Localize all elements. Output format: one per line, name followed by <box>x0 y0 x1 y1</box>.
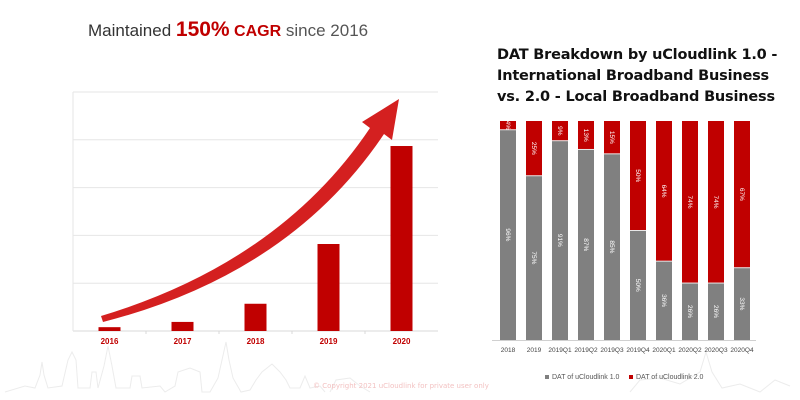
bar-segment-1.0-2019Q1 <box>552 140 568 340</box>
x-tick-label-2018: 2018 <box>501 347 516 354</box>
bar-2019 <box>317 244 340 331</box>
data-label-2.0-2019Q2: 13% <box>582 129 589 142</box>
data-label-2.0-2018: 4% <box>504 121 511 131</box>
growth-arrow-icon <box>101 99 399 322</box>
growth-bar-chart: 2016 2017 2018 2019 2020 <box>72 91 438 346</box>
bar-segment-2.0-2020Q3 <box>708 121 724 284</box>
stacked-chart-title-line-3: vs. 2.0 - Local Broadband Business <box>497 89 775 105</box>
bar-segment-2.0-2019Q3 <box>604 121 620 154</box>
bar-segment-1.0-2020Q1 <box>656 261 672 340</box>
headline-suffix: since 2016 <box>281 21 369 40</box>
bar-segment-2.0-2019 <box>526 121 542 176</box>
bar-segment-2.0-2018 <box>500 121 516 130</box>
data-label-1.0-2019: 75% <box>530 251 537 264</box>
x-tick-label-2020: 2020 <box>393 337 411 346</box>
bar-segment-2.0-2019Q1 <box>552 121 568 141</box>
data-label-2.0-2019: 25% <box>530 142 537 155</box>
data-label-2.0-2020Q2: 74% <box>686 196 693 209</box>
bar-2016 <box>98 327 121 331</box>
headline-prefix: Maintained <box>88 21 176 40</box>
bar-segment-2.0-2020Q1 <box>656 121 672 262</box>
bar-segment-2.0-2020Q4 <box>734 121 750 268</box>
data-label-2.0-2019Q3: 15% <box>608 131 615 144</box>
x-tick-label-2020Q1: 2020Q1 <box>652 347 676 354</box>
x-tick-label-2019Q3: 2019Q3 <box>600 347 624 354</box>
legend-label-1.0: DAT of uCloudlink 1.0 <box>552 374 620 381</box>
dat-breakdown-stacked-chart: 96% 4% 2018 75% 25% 2019 91% 9% 2019Q1 87% 13% 2019… <box>492 121 756 381</box>
legend-swatch-2.0 <box>629 375 633 379</box>
x-tick-label-2020Q4: 2020Q4 <box>730 347 754 354</box>
bar-2020 <box>390 146 413 331</box>
skyline-decoration-icon <box>4 341 791 393</box>
stacked-chart-title-line-2: International Broadband Business <box>497 68 769 84</box>
legend-label-2.0: DAT of uCloudlink 2.0 <box>636 374 704 381</box>
data-label-1.0-2019Q4: 50% <box>634 279 641 292</box>
bar-segment-2.0-2019Q2 <box>578 121 594 150</box>
x-tick-label-2018: 2018 <box>247 337 265 346</box>
x-tick-label-2019: 2019 <box>527 347 542 354</box>
x-tick-label-2019Q1: 2019Q1 <box>548 347 572 354</box>
data-label-2.0-2020Q4: 67% <box>738 188 745 201</box>
legend-swatch-1.0 <box>545 375 549 379</box>
x-tick-label-2016: 2016 <box>101 337 119 346</box>
bar-2017 <box>171 321 194 331</box>
bar-segment-1.0-2020Q4 <box>734 267 750 340</box>
stacked-chart-title-line-1: DAT Breakdown by uCloudlink 1.0 - <box>497 47 778 63</box>
x-tick-label-2019Q4: 2019Q4 <box>626 347 650 354</box>
data-label-1.0-2018: 96% <box>504 228 511 241</box>
data-label-1.0-2019Q3: 85% <box>608 240 615 253</box>
stacked-chart-title: DAT Breakdown by uCloudlink 1.0 - Intern… <box>497 45 797 108</box>
bar-segment-1.0-2020Q3 <box>708 283 724 340</box>
x-tick-label-2017: 2017 <box>174 337 192 346</box>
bar-segment-2.0-2019Q4 <box>630 121 646 231</box>
legend: DAT of uCloudlink 1.0 DAT of uCloudlink 2… <box>545 374 704 381</box>
copyright-notice: © Copyright 2021 uCloudlink for private … <box>313 382 489 390</box>
data-label-1.0-2020Q4: 33% <box>738 297 745 310</box>
bar-segment-1.0-2019Q4 <box>630 230 646 340</box>
bar-segment-1.0-2019Q2 <box>578 149 594 340</box>
data-label-1.0-2020Q2: 26% <box>686 305 693 318</box>
bar-segment-1.0-2018 <box>500 129 516 340</box>
data-label-2.0-2019Q1: 9% <box>556 126 563 136</box>
x-tick-label-2020Q3: 2020Q3 <box>704 347 728 354</box>
data-label-1.0-2019Q2: 87% <box>582 238 589 251</box>
data-label-2.0-2020Q3: 74% <box>712 196 719 209</box>
x-tick-label-2019: 2019 <box>320 337 338 346</box>
headline-cagr-text: CAGR <box>229 23 282 40</box>
bar-segment-2.0-2020Q2 <box>682 121 698 284</box>
bar-2018 <box>244 303 267 331</box>
x-tick-label-2020Q2: 2020Q2 <box>678 347 702 354</box>
x-tick-label-2019Q2: 2019Q2 <box>574 347 598 354</box>
headline-cagr-number: 150% <box>175 18 230 41</box>
headline: Maintained 150% CAGR since 2016 <box>88 18 368 42</box>
bar-segment-1.0-2019Q3 <box>604 153 620 340</box>
data-label-2.0-2020Q1: 64% <box>660 185 667 198</box>
bar-segment-1.0-2020Q2 <box>682 283 698 340</box>
data-label-1.0-2020Q3: 26% <box>712 305 719 318</box>
bar-segment-1.0-2019 <box>526 175 542 340</box>
data-label-2.0-2019Q4: 50% <box>634 169 641 182</box>
data-label-1.0-2020Q1: 36% <box>660 294 667 307</box>
data-label-1.0-2019Q1: 91% <box>556 234 563 247</box>
